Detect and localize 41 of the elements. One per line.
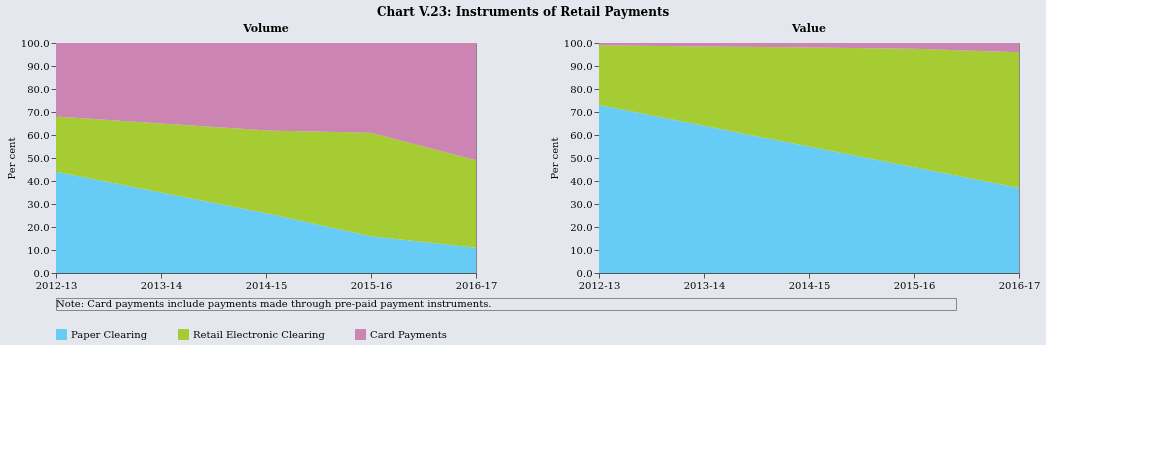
y-tick-label: 70.0 [570,106,593,118]
x-tick-label: 2012-13 [578,279,621,291]
y-tick-label: 20.0 [570,221,593,233]
legend-label: Paper Clearing [71,328,148,340]
x-tick-label: 2016-17 [455,279,498,291]
text: Chart V.23: Instruments of Retail Payments [376,4,670,19]
x-tick-label: 2012-13 [35,279,78,291]
y-tick-label: 0.0 [33,267,50,279]
legend-label: Retail Electronic Clearing [193,328,326,340]
legend-label: Card Payments [370,328,447,340]
y-tick-label: 60.0 [27,129,50,141]
y-tick-label: 80.0 [27,83,50,95]
y-tick-label: 60.0 [570,129,593,141]
y-tick-label: 90.0 [27,60,50,72]
y-tick-label: 50.0 [570,152,593,164]
x-tick-label: 2015-16 [350,279,393,291]
y-tick-label: 10.0 [570,244,593,256]
y-tick-label: 70.0 [27,106,50,118]
y-tick-label: 20.0 [27,221,50,233]
chart-title: Value [791,22,826,35]
y-tick-label: 100.0 [563,37,593,49]
x-tick-label: 2014-15 [245,279,288,291]
y-tick-label: 30.0 [27,198,50,210]
y-tick-label: 10.0 [27,244,50,256]
x-tick-label: 2015-16 [893,279,936,291]
text: Note: Card payments include payments made through pre-paid payment instruments. [56,298,492,309]
y-tick-label: 40.0 [27,175,50,187]
y-axis-title: Per cent [5,137,17,180]
x-tick-label: 2013-14 [683,279,726,291]
x-tick-label: 2013-14 [140,279,183,291]
x-tick-label: 2016-17 [998,279,1041,291]
y-tick-label: 50.0 [27,152,50,164]
y-tick-label: 90.0 [570,60,593,72]
y-tick-label: 30.0 [570,198,593,210]
y-tick-label: 80.0 [570,83,593,95]
y-tick-label: 40.0 [570,175,593,187]
y-tick-label: 100.0 [20,37,50,49]
y-tick-label: 0.0 [576,267,593,279]
y-axis-title: Per cent [548,137,560,180]
x-tick-label: 2014-15 [788,279,831,291]
chart-title: Volume [242,22,289,35]
